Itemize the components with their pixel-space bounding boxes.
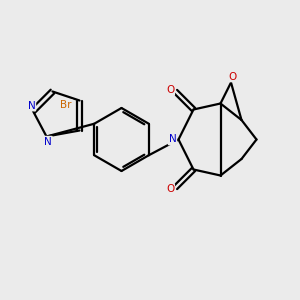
Text: O: O	[166, 85, 174, 95]
Text: N: N	[169, 134, 176, 145]
Text: O: O	[228, 71, 237, 82]
Text: N: N	[44, 136, 52, 147]
Text: O: O	[166, 184, 174, 194]
Text: N: N	[28, 100, 35, 111]
Text: Br: Br	[60, 100, 72, 110]
